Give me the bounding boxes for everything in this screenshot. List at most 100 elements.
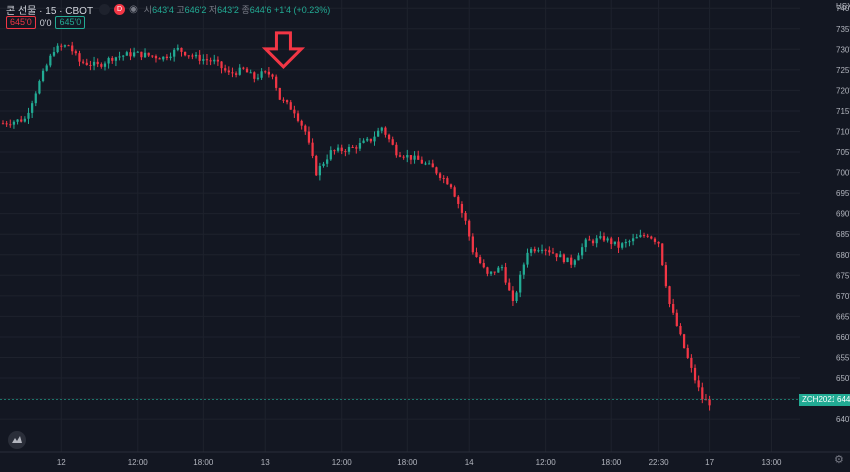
candle — [96, 58, 99, 68]
candle-body — [602, 236, 606, 241]
price-axis[interactable]: 640'0645'0650'0655'0660'0665'0670'0675'0… — [836, 4, 850, 424]
candle-body — [307, 131, 311, 143]
candle-body — [125, 52, 128, 56]
time-tick-label: 18:00 — [601, 458, 622, 467]
candle-body — [631, 238, 635, 242]
time-tick-label: 12:00 — [128, 458, 149, 467]
candle — [209, 57, 212, 66]
price-tick-label: 720'0 — [836, 86, 850, 95]
circle-icon — [99, 3, 111, 15]
candle-body — [664, 265, 668, 287]
candle — [238, 64, 241, 76]
candle-body — [12, 121, 16, 125]
candle — [136, 50, 139, 53]
candle-body — [227, 70, 230, 73]
candle — [617, 237, 620, 254]
candle — [224, 64, 227, 73]
price-tick-label: 655'0 — [836, 353, 850, 362]
price-tick-label: 650'0 — [836, 374, 850, 383]
candle-body — [224, 68, 227, 71]
candle-body — [151, 55, 154, 57]
legend-header[interactable]: 콘 선물 · 15 · CBOT D ◉ 시643'4 고646'2 저643'… — [6, 2, 331, 17]
candle — [45, 63, 48, 72]
candle — [377, 127, 380, 137]
candle-body — [482, 263, 485, 268]
ohlc-values: 시643'4 고646'2 저643'2 종644'6 +1'4 (+0.23%… — [143, 4, 331, 15]
symbol-title[interactable]: 콘 선물 · 15 · CBOT — [6, 5, 94, 17]
candle — [384, 126, 387, 138]
candle-body — [20, 119, 23, 122]
candle — [92, 56, 96, 71]
price-tick-label: 715'0 — [836, 107, 850, 116]
candle — [31, 100, 34, 118]
candle — [344, 148, 347, 157]
candle-body — [1, 123, 5, 125]
candle-body — [362, 140, 365, 143]
candle-body — [285, 100, 289, 103]
candle-body — [628, 241, 631, 243]
candle-body — [511, 290, 515, 302]
candle — [329, 146, 332, 161]
candle-body — [289, 102, 292, 110]
candle-body — [468, 220, 471, 237]
candle — [169, 52, 172, 61]
candle-body — [449, 184, 453, 188]
candle — [60, 43, 63, 51]
candle-body — [515, 292, 518, 302]
candle-body — [384, 127, 387, 135]
candle — [395, 142, 398, 158]
candle-body — [209, 60, 212, 62]
time-tick-label: 13:00 — [761, 458, 782, 467]
price-tick-label: 700'0 — [836, 169, 850, 178]
candle-body — [369, 138, 372, 142]
candle — [71, 41, 74, 55]
gear-icon[interactable]: ⚙ — [834, 454, 844, 466]
buy-price-box[interactable]: 645'0 — [55, 16, 86, 29]
candle — [540, 244, 544, 254]
candle — [122, 55, 125, 61]
candle — [468, 219, 471, 241]
candle-body — [373, 136, 376, 142]
candle — [387, 133, 391, 143]
eye-icon[interactable]: ◉ — [129, 3, 138, 15]
candle — [529, 247, 533, 257]
candle-body — [249, 72, 252, 74]
candle-body — [398, 155, 402, 157]
candle-body — [555, 253, 558, 258]
candle — [413, 151, 416, 164]
candle-body — [340, 147, 343, 152]
candle-body — [162, 56, 165, 60]
candle-body — [71, 45, 74, 52]
candle-body — [74, 51, 77, 54]
time-axis[interactable]: 12 12:00 18:00 13 12:00 18:00 14 12:00 18:00 22:3… — [57, 458, 782, 467]
candle-body — [697, 380, 700, 388]
candle — [489, 271, 493, 276]
price-tick-label: 695'0 — [836, 189, 850, 198]
candle-body — [661, 243, 664, 266]
candle — [1, 120, 5, 125]
candle — [187, 55, 190, 59]
candle-body — [92, 61, 96, 66]
candle-body — [559, 254, 562, 258]
candle-body — [351, 147, 354, 149]
candle-body — [446, 178, 449, 185]
candle-body — [122, 55, 125, 57]
sell-price-box[interactable]: 645'0 — [6, 16, 36, 29]
candle-body — [409, 155, 413, 160]
candle — [668, 285, 671, 308]
tradingview-logo[interactable] — [8, 431, 26, 449]
candle — [402, 155, 405, 160]
candle — [347, 144, 351, 155]
candle-body — [573, 260, 576, 265]
candle-body — [464, 212, 467, 221]
candle-body — [646, 235, 649, 237]
candle-body — [111, 58, 114, 61]
candle-body — [140, 51, 143, 58]
candle — [351, 144, 354, 149]
candle-body — [617, 241, 620, 248]
candle — [358, 138, 362, 152]
candle — [82, 59, 85, 65]
candle — [125, 50, 128, 56]
candle-body — [176, 47, 179, 50]
